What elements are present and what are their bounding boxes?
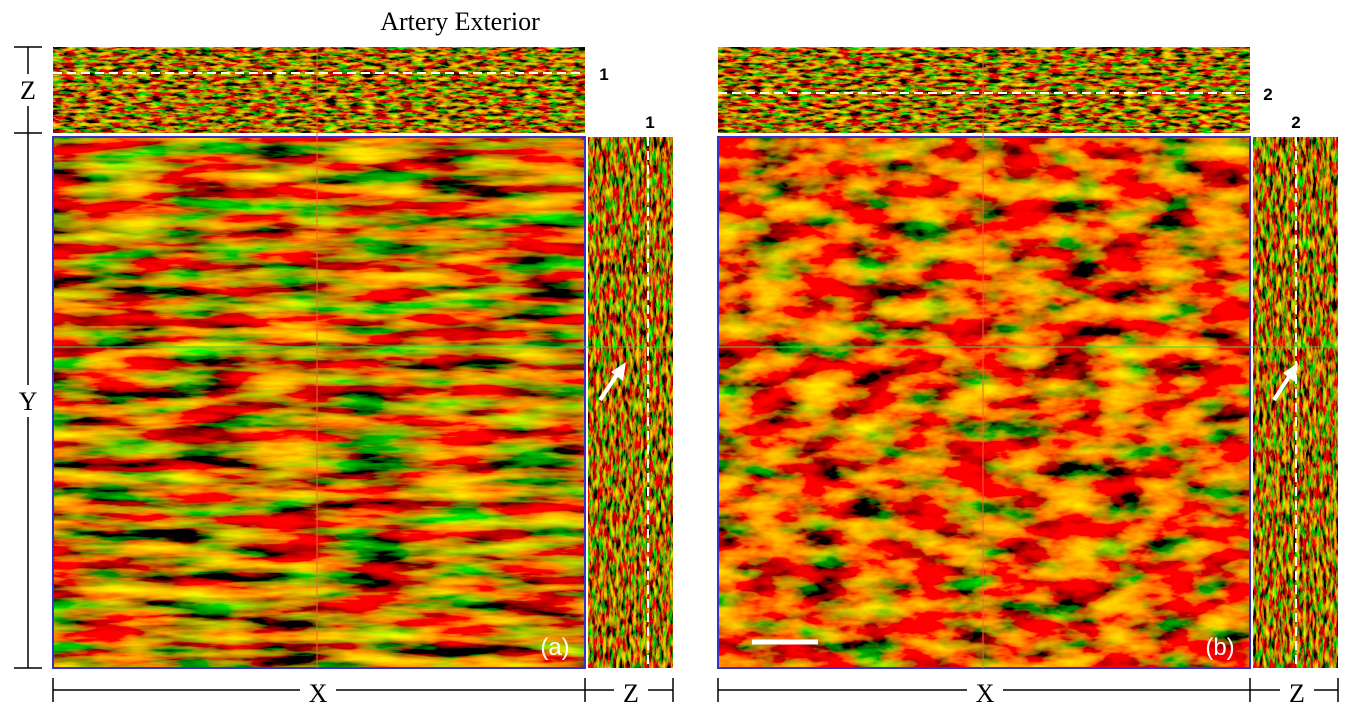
xy-image [718,137,1250,668]
line-label: 1 [599,65,608,84]
panel-a: 1 1 (a) X Z [53,47,673,708]
panel-label: (b) [1205,634,1234,661]
yz-strip [588,137,673,668]
line-label: 2 [1291,113,1300,132]
axis-label: X [309,679,328,708]
axis-label: X [976,679,995,708]
bottom-axis [53,678,673,702]
figure-title: Artery Exterior [380,7,540,36]
panel-label: (a) [540,634,569,661]
line-label: 2 [1263,85,1272,104]
xz-strip [53,47,585,133]
axis-label: Z [20,76,36,105]
xz-strip [718,47,1250,133]
axis-label: Z [1289,679,1305,708]
axis-label: Y [19,387,38,416]
left-axis [14,47,42,668]
bottom-axis [718,678,1338,702]
xy-image [53,137,585,668]
axis-label: Z [623,679,639,708]
panel-b: 2 2 (b) X Z [718,47,1338,708]
figure: Artery Exterior Z Y 1 1 (a) X Z 2 2 (b) [0,0,1347,709]
line-label: 1 [645,113,654,132]
